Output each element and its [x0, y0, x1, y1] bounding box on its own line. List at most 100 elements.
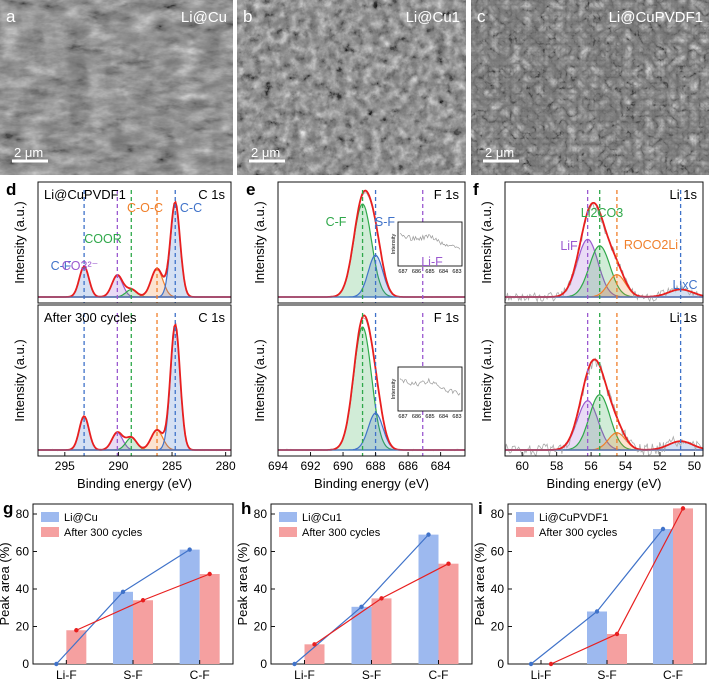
y-axis-title: Intensity (a.u.) — [12, 201, 27, 283]
xps-panel-e: F 1s Intensity (a.u.) Intensity 687 686 685 68… — [246, 180, 466, 491]
x-tick-label: C-F — [190, 668, 210, 682]
x-tick-label: S-F — [123, 668, 142, 682]
inset-ylabel: Intensity — [391, 234, 397, 255]
sem-panel-b: b Li@Cu1 2 μm — [237, 0, 466, 175]
y-axis-title: Intensity (a.u.) — [12, 339, 27, 421]
legend-swatch — [516, 512, 534, 522]
y-tick-label: 80 — [16, 507, 30, 521]
inset-tick-label: 685 — [425, 269, 434, 275]
plot-frame — [504, 181, 704, 304]
data-point — [292, 661, 297, 667]
bar — [438, 563, 459, 664]
inset-tick-label: 683 — [452, 269, 461, 275]
legend-label: After 300 cycles — [64, 527, 143, 539]
legend-label: Li@Cu1 — [302, 512, 342, 524]
scale-bar-label: 2 μm — [485, 145, 514, 160]
inset-frame — [397, 366, 463, 412]
y-tick-label: 0 — [22, 657, 29, 671]
y-axis-title: Intensity (a.u.) — [252, 339, 267, 421]
data-point — [140, 598, 146, 603]
inset-spectrum — [399, 377, 461, 396]
y-tick-label: 80 — [254, 507, 268, 521]
data-point — [426, 532, 431, 537]
inset-tick-label: 683 — [452, 414, 461, 420]
region-label: Li 1s — [670, 187, 698, 202]
fit-component — [278, 412, 465, 451]
y-tick-label: 60 — [16, 545, 30, 559]
x-tick-label: 295 — [55, 459, 75, 473]
panel-letter: f — [473, 180, 479, 199]
bar — [351, 606, 372, 664]
panel-letter: i — [478, 499, 483, 518]
bar — [199, 574, 220, 664]
scale-bar-label: 2 μm — [251, 145, 280, 160]
fitted-envelope — [38, 322, 231, 451]
inset-spectrum — [399, 233, 461, 250]
bar — [673, 508, 693, 664]
inset-tick-label: 684 — [439, 414, 448, 420]
x-tick-label: Li-F — [56, 668, 77, 682]
bar — [653, 529, 673, 664]
peak-label: LiF — [560, 239, 578, 253]
sem-sample-label: Li@Cu — [181, 9, 227, 26]
inset-tick-label: 684 — [439, 269, 448, 275]
x-tick-label: 290 — [108, 459, 128, 473]
data-point — [446, 561, 451, 566]
panel-letter: c — [477, 7, 486, 26]
x-axis-title: Binding energy (eV) — [547, 476, 662, 491]
x-tick-label: 285 — [162, 459, 182, 473]
data-point — [187, 547, 192, 552]
y-tick-label: 40 — [491, 582, 505, 596]
inset-ylabel: Intensity — [391, 379, 397, 400]
x-tick-label: 692 — [301, 459, 321, 473]
data-point — [680, 506, 686, 511]
sem-images: a Li@Cu 2 μm b Li@Cu1 2 μm c Li@CuPVDF1 2 μm — [0, 0, 709, 175]
x-tick-label: S-F — [597, 668, 616, 682]
legend-label: Li@CuPVDF1 — [539, 512, 608, 524]
scale-bar-label: 2 μm — [14, 145, 43, 160]
data-point — [548, 661, 554, 667]
x-tick-label: 56 — [584, 459, 598, 473]
bar — [418, 534, 439, 664]
xps-panel-f: Li 1s Intensity (a.u.) Li 1s Intensity (a.u… — [473, 180, 704, 491]
x-tick-label: 280 — [216, 459, 236, 473]
peak-label: Li2CO3 — [581, 206, 623, 220]
y-axis-title: Intensity (a.u.) — [479, 201, 494, 283]
bar — [66, 630, 87, 664]
panel-letter: b — [243, 7, 252, 26]
bar — [304, 644, 325, 664]
sem-sample-label: Li@CuPVDF1 — [609, 9, 703, 26]
xps-panel-d: Li@CuPVDF1 C 1s Intensity (a.u.) After 300 … — [6, 180, 236, 491]
data-point — [74, 628, 79, 633]
x-tick-label: S-F — [362, 668, 381, 682]
y-tick-label: 0 — [497, 657, 504, 671]
y-axis-title: Peak area (%) — [0, 542, 12, 625]
plot-frame — [37, 181, 232, 304]
y-tick-label: 60 — [254, 545, 268, 559]
x-axis-title: Binding energy (eV) — [77, 476, 192, 491]
peak-label: S-F — [375, 215, 396, 229]
bar — [133, 600, 153, 664]
y-tick-label: 40 — [16, 582, 30, 596]
region-label: C 1s — [198, 310, 225, 325]
sample-label: Li@CuPVDF1 — [44, 187, 126, 202]
plot-frame — [277, 304, 466, 457]
raw-spectrum — [37, 203, 232, 298]
inset-tick-label: 687 — [398, 414, 407, 420]
region-label: F 1s — [434, 187, 460, 202]
bar-chart-g: 0 20 40 60 80 Li-F S-F C-F Li@Cu After 300 cycles… — [0, 499, 234, 682]
sem-sample-label: Li@Cu1 — [406, 9, 460, 26]
data-point — [379, 596, 384, 601]
peak-label: CO3²⁻ — [62, 259, 98, 273]
legend-swatch — [41, 527, 59, 537]
region-label: Li 1s — [670, 310, 698, 325]
legend-label: After 300 cycles — [539, 527, 618, 539]
y-tick-label: 20 — [16, 620, 30, 634]
y-tick-label: 20 — [491, 620, 505, 634]
fitted-envelope — [38, 200, 231, 298]
bar — [607, 634, 627, 664]
fit-component — [38, 202, 231, 298]
raw-spectrum — [37, 325, 232, 452]
data-point — [120, 589, 126, 595]
